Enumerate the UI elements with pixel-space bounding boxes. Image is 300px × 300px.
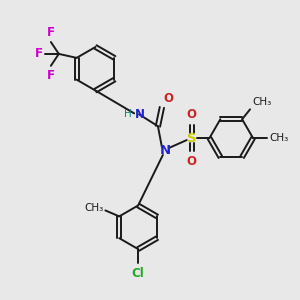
Text: N: N bbox=[135, 108, 145, 121]
Text: S: S bbox=[187, 132, 196, 145]
Text: O: O bbox=[187, 155, 196, 168]
Text: CH₃: CH₃ bbox=[84, 203, 104, 214]
Text: CH₃: CH₃ bbox=[269, 133, 288, 143]
Text: O: O bbox=[164, 92, 174, 105]
Text: O: O bbox=[187, 108, 196, 121]
Text: N: N bbox=[159, 143, 170, 157]
Text: F: F bbox=[35, 47, 43, 60]
Text: F: F bbox=[47, 26, 55, 39]
Text: H: H bbox=[124, 109, 132, 119]
Text: CH₃: CH₃ bbox=[252, 97, 271, 107]
Text: Cl: Cl bbox=[132, 267, 145, 280]
Text: F: F bbox=[47, 69, 55, 82]
